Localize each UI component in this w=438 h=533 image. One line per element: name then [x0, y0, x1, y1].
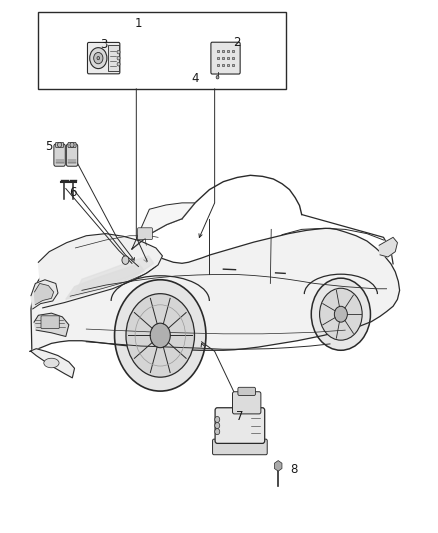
Circle shape	[70, 142, 74, 147]
Text: 3: 3	[100, 38, 107, 51]
FancyBboxPatch shape	[233, 392, 261, 414]
Bar	[108, 45, 119, 71]
Circle shape	[117, 56, 120, 60]
FancyBboxPatch shape	[68, 142, 76, 148]
Text: 2: 2	[233, 36, 240, 49]
FancyBboxPatch shape	[215, 408, 265, 443]
Circle shape	[215, 429, 220, 435]
Bar	[39, 12, 286, 89]
Circle shape	[117, 62, 120, 66]
Circle shape	[94, 52, 103, 64]
Bar	[232, 57, 234, 59]
Circle shape	[150, 323, 170, 348]
Polygon shape	[31, 228, 399, 351]
FancyBboxPatch shape	[66, 144, 78, 166]
Polygon shape	[39, 233, 162, 308]
Text: 8: 8	[290, 463, 297, 475]
Polygon shape	[132, 203, 195, 249]
Bar	[217, 57, 219, 59]
Polygon shape	[35, 284, 53, 305]
FancyBboxPatch shape	[41, 316, 59, 328]
Text: 6: 6	[70, 186, 77, 199]
Circle shape	[126, 294, 194, 377]
FancyBboxPatch shape	[54, 144, 65, 166]
Polygon shape	[34, 313, 69, 336]
Circle shape	[97, 56, 99, 60]
Circle shape	[215, 416, 220, 423]
Circle shape	[57, 142, 62, 147]
Circle shape	[90, 47, 107, 69]
Circle shape	[117, 50, 120, 54]
Circle shape	[311, 278, 371, 350]
FancyBboxPatch shape	[88, 43, 120, 74]
Polygon shape	[31, 280, 58, 309]
Circle shape	[320, 288, 362, 340]
Bar	[217, 64, 219, 66]
Circle shape	[122, 256, 129, 264]
Circle shape	[216, 76, 219, 79]
Bar	[232, 51, 234, 52]
Bar	[222, 64, 224, 66]
Circle shape	[334, 306, 347, 322]
Text: 7: 7	[236, 409, 244, 423]
FancyBboxPatch shape	[138, 228, 152, 239]
Text: 4: 4	[191, 72, 199, 85]
Polygon shape	[66, 264, 144, 300]
FancyBboxPatch shape	[238, 387, 255, 395]
Text: 5: 5	[45, 140, 52, 153]
Bar	[222, 57, 224, 59]
Text: 1: 1	[135, 17, 142, 30]
Circle shape	[215, 423, 220, 429]
Bar	[227, 51, 229, 52]
Polygon shape	[75, 256, 154, 293]
Bar	[222, 51, 224, 52]
Circle shape	[115, 280, 206, 391]
Polygon shape	[379, 237, 397, 257]
Ellipse shape	[44, 358, 59, 368]
Bar	[217, 51, 219, 52]
Bar	[227, 64, 229, 66]
Polygon shape	[30, 349, 74, 378]
Bar	[227, 57, 229, 59]
Bar	[232, 64, 234, 66]
FancyBboxPatch shape	[211, 42, 240, 74]
FancyBboxPatch shape	[56, 142, 64, 148]
FancyBboxPatch shape	[212, 439, 267, 455]
